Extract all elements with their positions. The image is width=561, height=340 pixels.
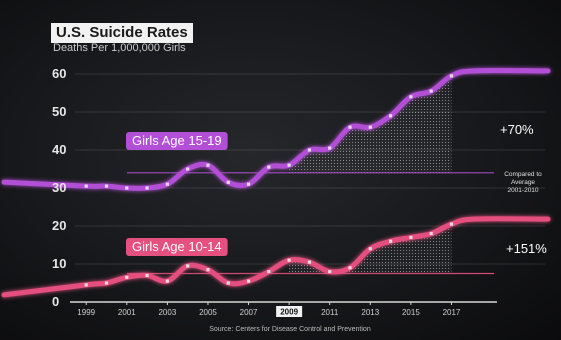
series-label: Girls Age 15-19 — [132, 133, 222, 148]
data-point — [287, 258, 291, 262]
data-point — [125, 186, 129, 190]
series-line — [1, 68, 551, 191]
chart-title: U.S. Suicide Rates — [51, 23, 193, 43]
annotation-line: Compared to — [504, 171, 542, 178]
y-tick-label: 10 — [52, 256, 66, 271]
data-point — [165, 279, 169, 283]
data-point — [449, 74, 454, 78]
x-tick-label: 2003 — [158, 308, 176, 317]
data-point — [267, 165, 271, 169]
data-point — [449, 222, 454, 226]
data-point — [84, 184, 88, 188]
annotation-line: Average — [511, 179, 535, 186]
average-annotation: Compared to Average 2001-2010 — [504, 171, 542, 194]
data-point — [246, 182, 251, 186]
labels-layer: Girls Age 15-19 +70% Girls Age 10-14 +151% C… — [126, 122, 547, 333]
change-percent: +151% — [506, 241, 547, 256]
data-point — [368, 125, 372, 129]
annotation-line: 2001-2010 — [507, 187, 538, 194]
data-point — [104, 281, 109, 285]
x-tick-label: 2007 — [240, 308, 258, 317]
hatch-layer — [289, 75, 452, 274]
data-point — [104, 184, 109, 188]
x-tick-highlight — [276, 306, 303, 317]
series-label: Girls Age 10-14 — [132, 239, 222, 254]
series-line — [1, 216, 551, 298]
data-point — [348, 125, 352, 129]
data-point — [409, 95, 413, 99]
y-tick-label: 50 — [52, 104, 66, 119]
points-layer — [84, 74, 454, 287]
x-tick-label: 1999 — [77, 308, 95, 317]
data-point — [287, 163, 291, 167]
data-point — [328, 146, 332, 150]
axis-layer: 0 10 20 30 40 50 60 1999 2001 2003 2005 2007 2009 201… — [52, 66, 497, 317]
change-percent: +70% — [500, 122, 534, 137]
data-point — [429, 232, 433, 236]
x-tick-label: 2001 — [118, 308, 136, 317]
source-note: Source: Centers for Disease Control and … — [209, 326, 371, 333]
data-point — [388, 239, 393, 243]
data-point — [226, 281, 230, 285]
data-point — [307, 260, 312, 264]
data-point — [328, 270, 332, 274]
series-label-pill — [126, 132, 228, 150]
data-point — [186, 264, 190, 268]
x-tick-label: 2013 — [361, 308, 379, 317]
y-tick-label: 20 — [52, 218, 66, 233]
data-point — [348, 266, 352, 270]
data-point — [186, 167, 190, 171]
y-tick-label: 40 — [52, 142, 66, 157]
x-tick-label: 2005 — [199, 308, 217, 317]
data-point — [388, 114, 393, 118]
data-point — [84, 283, 88, 287]
y-tick-label: 0 — [52, 294, 59, 309]
data-point — [409, 235, 413, 239]
x-tick-label: 2009 — [280, 308, 298, 317]
average-lines-layer — [127, 172, 494, 275]
x-tick-label: 2015 — [402, 308, 420, 317]
series-label-pill — [126, 238, 228, 256]
data-point — [246, 279, 251, 283]
data-point — [206, 163, 210, 167]
data-point — [429, 89, 433, 93]
data-point — [145, 186, 149, 190]
x-tick-label: 2017 — [443, 308, 461, 317]
data-point — [267, 270, 271, 274]
data-point — [307, 148, 312, 152]
series-lines-layer — [1, 68, 551, 298]
data-point — [226, 180, 230, 184]
y-tick-label: 60 — [52, 66, 66, 81]
data-point — [165, 182, 169, 186]
data-point — [145, 273, 149, 277]
x-tick-label: 2011 — [321, 308, 339, 317]
chart-subtitle: Deaths Per 1,000,000 Girls — [53, 42, 186, 54]
y-tick-label: 30 — [52, 180, 66, 195]
data-point — [125, 275, 129, 279]
data-point — [206, 268, 210, 272]
data-point — [368, 247, 372, 251]
